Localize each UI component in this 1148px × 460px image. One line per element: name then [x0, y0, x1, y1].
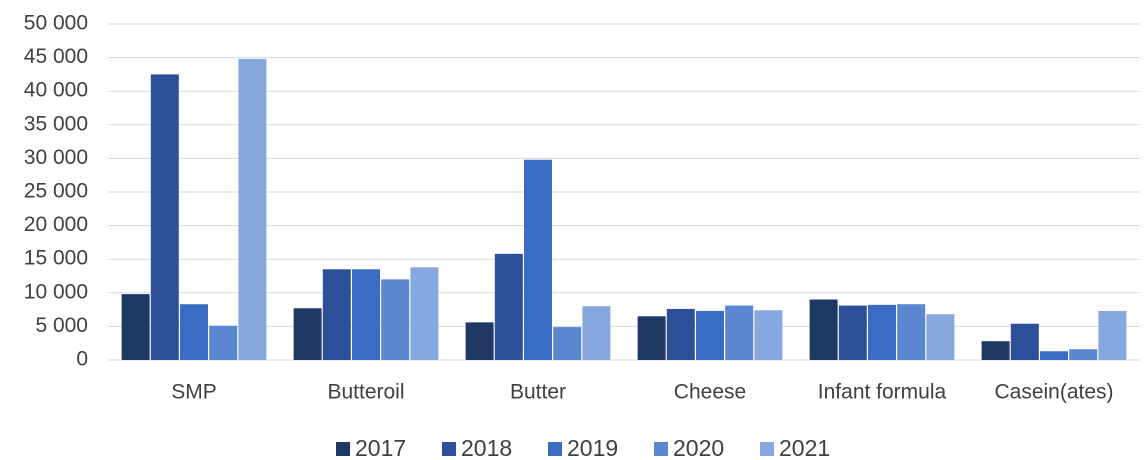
legend-swatch: [654, 442, 668, 456]
legend-label: 2017: [355, 435, 406, 460]
bar: [809, 299, 838, 360]
bar: [238, 58, 267, 360]
bar: [582, 306, 611, 360]
y-tick-label: 0: [76, 348, 88, 371]
x-tick-label: SMP: [171, 381, 217, 404]
y-tick-label: 5 000: [35, 314, 88, 337]
bar: [121, 294, 150, 360]
bar: [322, 269, 351, 360]
bar: [180, 304, 208, 360]
y-tick-label: 15 000: [24, 247, 88, 270]
bar: [1040, 351, 1068, 360]
legend-label: 2021: [779, 435, 830, 460]
bar: [897, 304, 926, 360]
bar: [293, 308, 322, 360]
legend-swatch: [760, 442, 774, 456]
bar: [524, 159, 552, 360]
legend-label: 2020: [673, 435, 724, 460]
legend-label: 2019: [567, 435, 618, 460]
bar: [696, 310, 724, 360]
legend-swatch: [548, 442, 562, 456]
bar: [1069, 349, 1098, 360]
y-tick-label: 45 000: [24, 45, 88, 68]
y-tick-label: 35 000: [24, 112, 88, 135]
x-tick-label: Cheese: [674, 381, 746, 404]
bar: [666, 308, 695, 360]
bar: [465, 322, 494, 360]
bar: [838, 305, 867, 360]
bar: [494, 253, 523, 360]
bar: [981, 341, 1010, 360]
bar: [868, 304, 896, 360]
y-tick-label: 10 000: [24, 280, 88, 303]
bar: [352, 269, 380, 360]
legend-swatch: [336, 442, 350, 456]
bar: [926, 314, 955, 360]
bar: [637, 316, 666, 360]
bar: [150, 74, 179, 361]
bar: [410, 267, 439, 360]
bar: [553, 327, 582, 360]
bar: [209, 325, 238, 360]
bar: [381, 279, 410, 360]
y-tick-label: 25 000: [24, 180, 88, 203]
x-tick-label: Butter: [510, 381, 566, 404]
y-tick-label: 50 000: [24, 12, 88, 35]
bar: [725, 305, 754, 360]
y-tick-label: 40 000: [24, 79, 88, 102]
bar: [1010, 323, 1039, 360]
x-tick-label: Infant formula: [818, 381, 947, 404]
legend-swatch: [442, 442, 456, 456]
x-tick-label: Butteroil: [327, 381, 404, 404]
x-tick-label: Casein(ates): [994, 381, 1113, 404]
y-tick-label: 30 000: [24, 146, 88, 169]
y-tick-label: 20 000: [24, 213, 88, 236]
bar: [1098, 310, 1127, 360]
legend-label: 2018: [461, 435, 512, 460]
bar: [754, 310, 783, 360]
